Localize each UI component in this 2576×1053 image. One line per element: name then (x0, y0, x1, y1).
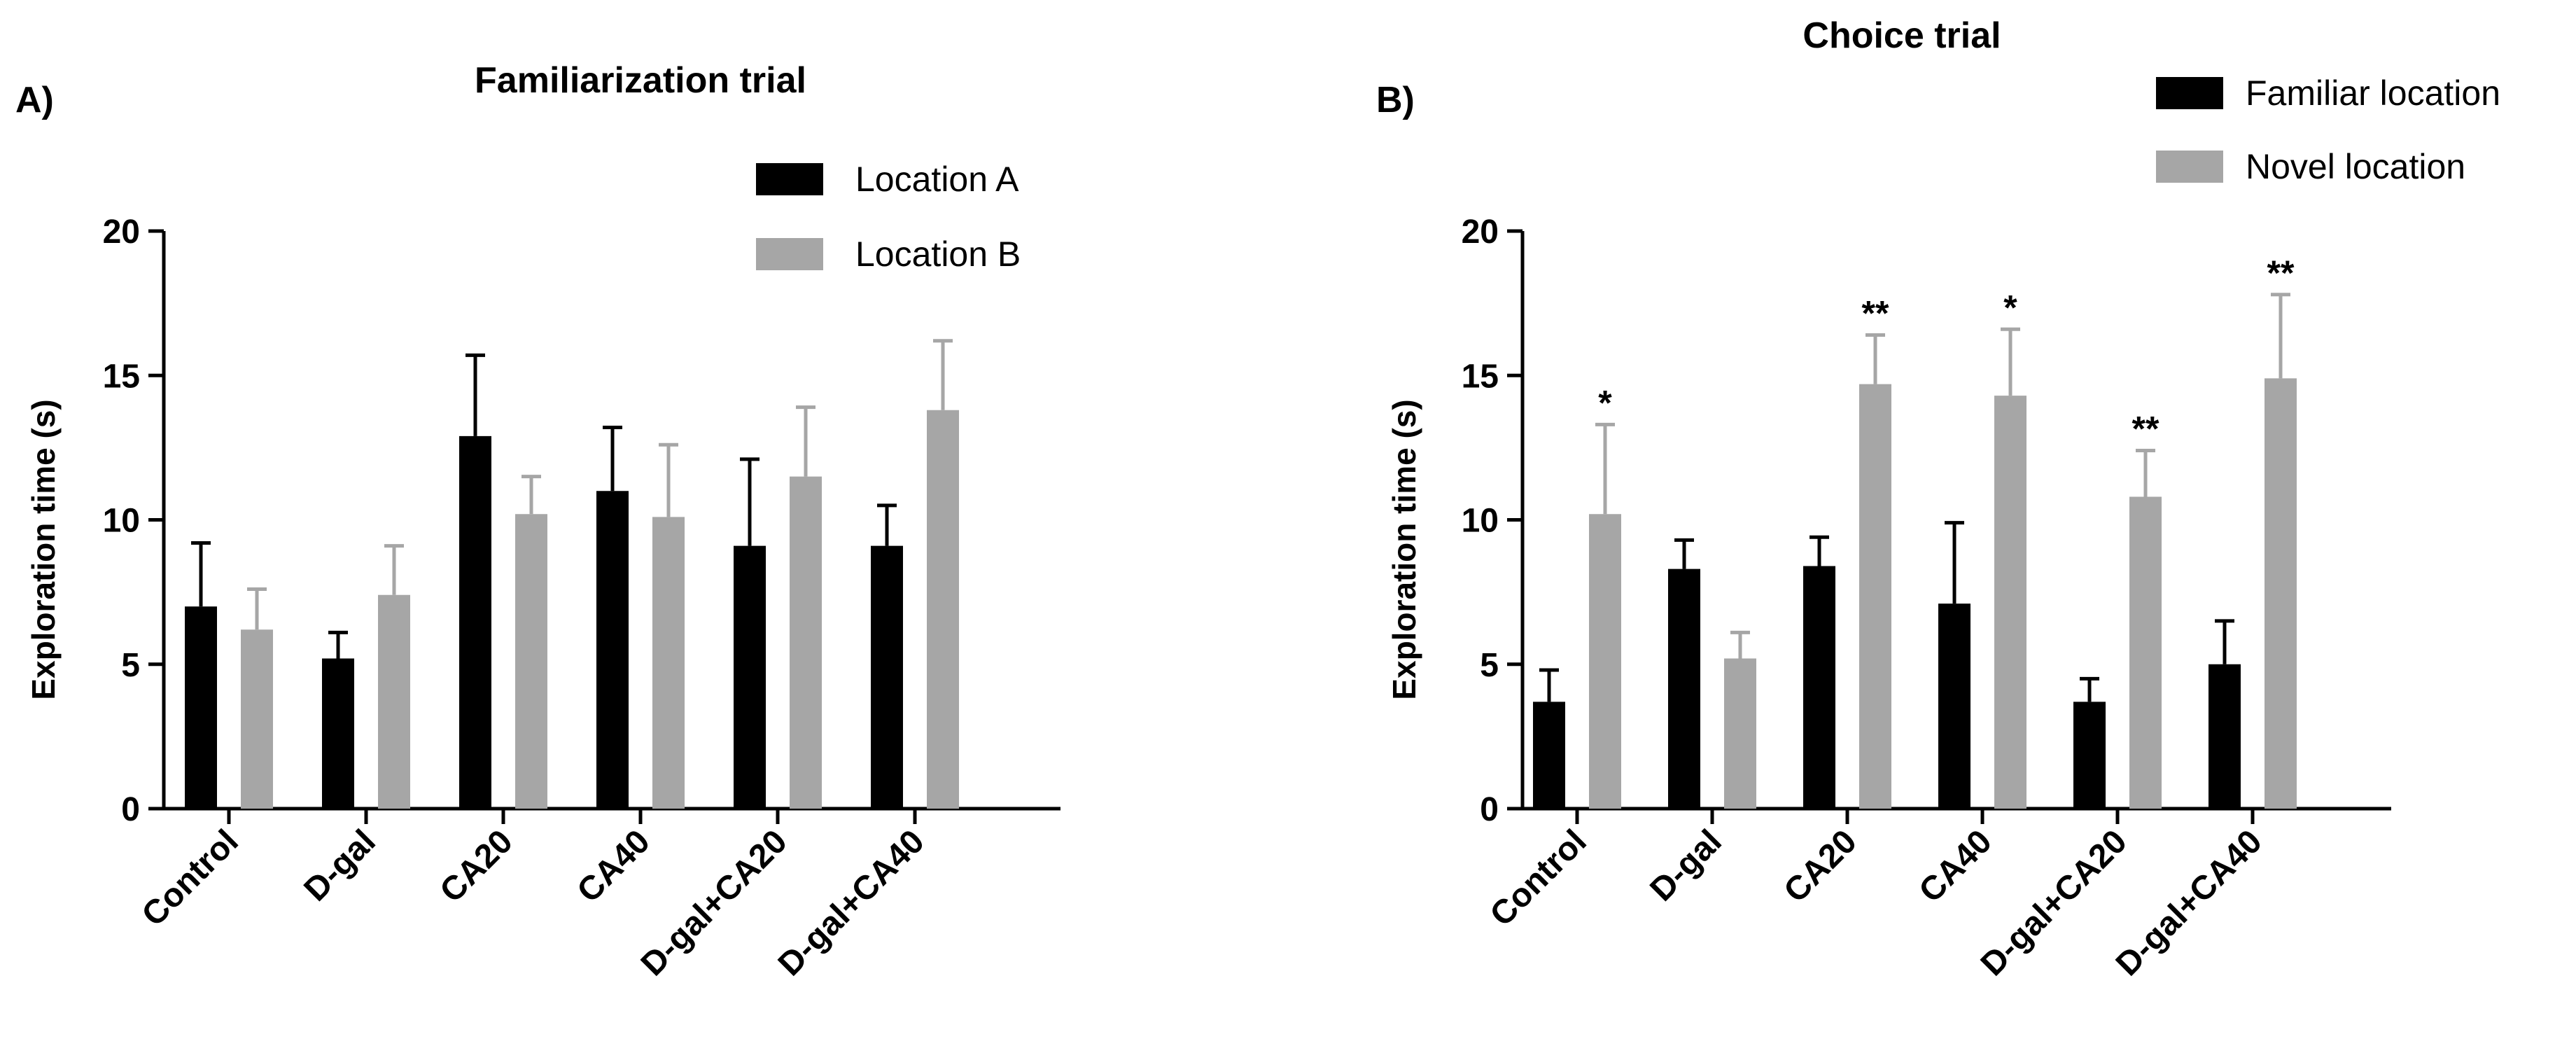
panel-a-letter: A) (15, 80, 54, 120)
panel-a-bar-location-b-control (241, 629, 273, 809)
panel-b-y-tick-label-15: 15 (1462, 358, 1499, 395)
panel-b-category-label-ca20: CA20 (1777, 823, 1864, 909)
panel-a-bar-location-a-d-gal-ca40 (871, 545, 903, 809)
panel-a-category-label-d-gal-ca40: D-gal+CA40 (771, 823, 932, 983)
panel-a-y-ticks: 0 5 10 15 20 (103, 214, 164, 828)
panel-b-x-ticks (1575, 809, 2255, 824)
panel-b-category-label-control: Control (1483, 823, 1594, 933)
panel-b-bar-familiar-location-ca20 (1803, 566, 1835, 809)
panel-b-significance-ca20: ** (1862, 294, 1889, 333)
panel-a-bars (185, 339, 959, 809)
panel-b-significance-d-gal-ca20: ** (2132, 410, 2160, 449)
panel-b-bar-familiar-location-d-gal-ca20 (2073, 702, 2106, 809)
panel-b-y-tick-label-20: 20 (1462, 214, 1499, 251)
panel-b-bar-familiar-location-d-gal-ca40 (2208, 664, 2241, 809)
panel-b-bars: *** ***** (1533, 253, 2297, 809)
legend-swatch-novel-location (2156, 151, 2223, 183)
legend-swatch-location-a (756, 163, 823, 195)
panel-a-bar-location-b-ca40 (652, 517, 685, 809)
panel-b-significance-ca40: * (2003, 288, 2017, 327)
panel-b-legend: Familiar location Novel location (2156, 74, 2500, 186)
panel-a-category-label-ca20: CA20 (433, 823, 520, 909)
panel-a-category-label-control: Control (135, 823, 246, 933)
panel-a-title: Familiarization trial (475, 60, 806, 101)
panel-a-bar-location-b-d-gal-ca40 (927, 410, 959, 809)
panel-b-y-tick-label-5: 5 (1480, 647, 1499, 684)
legend-label-location-a: Location A (855, 160, 1019, 199)
panel-a-category-label-ca40: CA40 (570, 823, 657, 909)
panel-a-y-tick-label-0: 0 (121, 791, 140, 828)
panel-b-significance-control: * (1598, 383, 1612, 422)
panel-b-y-axis-label: Exploration time (s) (1386, 399, 1422, 699)
panel-b-bar-familiar-location-d-gal (1668, 569, 1700, 809)
panel-b-bar-novel-location-d-gal (1724, 658, 1756, 809)
legend-swatch-location-b (756, 238, 823, 270)
panel-b-bar-novel-location-ca20 (1859, 384, 1891, 809)
legend-label-novel-location: Novel location (2246, 147, 2465, 186)
panel-b-y-tick-label-0: 0 (1480, 791, 1499, 828)
panel-a-legend: Location A Location B (756, 160, 1021, 274)
panel-a-familiarization-chart: A) Familiarization trial Exploration tim… (15, 60, 1060, 983)
panel-b-bar-familiar-location-control (1533, 702, 1565, 809)
panel-b-significance-d-gal-ca40: ** (2267, 253, 2295, 293)
panel-a-bar-location-a-ca20 (459, 435, 491, 809)
panel-b-category-label-d-gal-ca40: D-gal+CA40 (2109, 823, 2269, 983)
panel-b-bar-novel-location-d-gal-ca40 (2264, 378, 2297, 809)
panel-a-y-axis-label: Exploration time (s) (25, 399, 62, 699)
panel-b-y-tick-label-10: 10 (1462, 503, 1499, 540)
legend-swatch-familiar-location (2156, 77, 2223, 109)
panel-b-title: Choice trial (1802, 15, 2001, 56)
panel-b-bar-novel-location-ca40 (1994, 396, 2026, 809)
panel-b-choice-chart: B) Choice trial Exploration time (s) 0 5 1… (1376, 15, 2500, 983)
panel-a-x-ticks (227, 809, 917, 824)
panel-a-y-tick-label-10: 10 (103, 503, 140, 540)
panel-a-bar-location-b-d-gal (378, 594, 410, 809)
panel-b-category-label-d-gal-ca20: D-gal+CA20 (1974, 823, 2134, 983)
legend-label-familiar-location: Familiar location (2246, 74, 2500, 113)
panel-a-category-label-d-gal: D-gal (297, 823, 382, 908)
panel-a-bar-location-b-d-gal-ca20 (790, 476, 822, 809)
panel-b-letter: B) (1376, 80, 1415, 120)
panel-a-bar-location-a-d-gal-ca20 (734, 545, 766, 809)
panel-b-category-label-ca40: CA40 (1912, 823, 1999, 909)
panel-a-bar-location-a-ca40 (596, 491, 629, 809)
panel-a-y-tick-label-15: 15 (103, 358, 140, 395)
legend-label-location-b: Location B (855, 235, 1021, 274)
panel-b-category-label-d-gal: D-gal (1643, 823, 1728, 908)
panel-b-bar-novel-location-d-gal-ca20 (2129, 496, 2162, 809)
panel-a-y-tick-label-5: 5 (121, 647, 140, 684)
panel-b-y-ticks: 0 5 10 15 20 (1462, 214, 1522, 828)
panel-a-bar-location-a-control (185, 606, 217, 809)
panel-a-bar-location-b-ca20 (515, 514, 547, 809)
panel-b-bar-novel-location-control (1589, 514, 1621, 809)
panel-a-bar-location-a-d-gal (322, 658, 354, 809)
panel-a-category-label-d-gal-ca20: D-gal+CA20 (634, 823, 794, 983)
panel-b-bar-familiar-location-ca40 (1938, 604, 1970, 809)
panel-a-y-tick-label-20: 20 (103, 214, 140, 251)
